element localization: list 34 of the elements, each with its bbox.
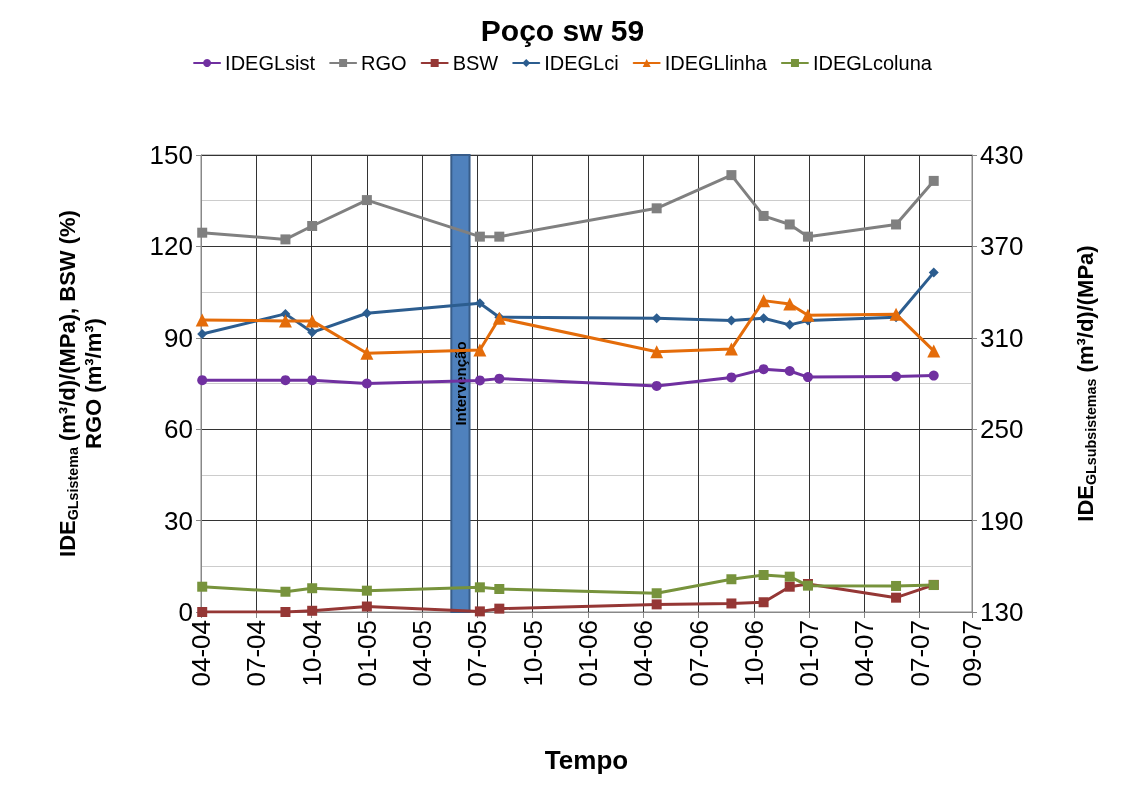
x-tick-label: 04-07	[849, 620, 880, 687]
x-tick-label: 01-06	[573, 620, 604, 687]
legend-label: RGO	[361, 52, 407, 74]
y-tick-label: 60	[164, 414, 193, 445]
x-tick-label: 04-05	[407, 620, 438, 687]
x-tick-label: 07-07	[904, 620, 935, 687]
x-tick-label: 10-05	[517, 620, 548, 687]
y-tick-label: 30	[164, 505, 193, 536]
legend-label: IDEGLci	[544, 52, 619, 74]
x-tick-label: 07-04	[241, 620, 272, 687]
legend-label: IDEGLsist	[225, 52, 316, 74]
y2-tick-label: 370	[980, 231, 1024, 262]
x-tick-label: 01-05	[351, 620, 382, 687]
y-tick-label: 120	[149, 231, 193, 262]
y2-tick-label: 250	[980, 414, 1024, 445]
chart-title: Poço sw 59	[480, 13, 645, 47]
x-tick-label: 07-05	[462, 620, 493, 687]
band-label: Intervenção	[451, 341, 469, 426]
y-tick-label: 90	[164, 322, 193, 353]
y2-tick-label: 310	[980, 322, 1024, 353]
x-tick-label: 10-04	[296, 620, 327, 687]
legend-label: BSW	[452, 52, 499, 74]
y-tick-label: 150	[149, 140, 193, 170]
legend-label: IDEGLcoluna	[812, 52, 933, 74]
legend-label: IDEGLlinha	[664, 52, 768, 74]
y2-axis-title: IDEGLsubsistemas (m³/d)/(MPa)	[1072, 245, 1099, 522]
x-tick-label: 07-06	[683, 620, 714, 687]
x-tick-label: 01-07	[794, 620, 825, 687]
x-tick-label: 04-06	[628, 620, 659, 687]
y-axis-title: IDEGLsistema (m³/d)/(MPa), BSW (%) RGO (m³/m³)	[54, 210, 106, 557]
x-axis-title: Tempo	[544, 745, 629, 775]
y2-tick-label: 190	[980, 505, 1024, 536]
x-tick-label: 10-06	[738, 620, 769, 687]
y2-tick-label: 430	[980, 140, 1024, 170]
